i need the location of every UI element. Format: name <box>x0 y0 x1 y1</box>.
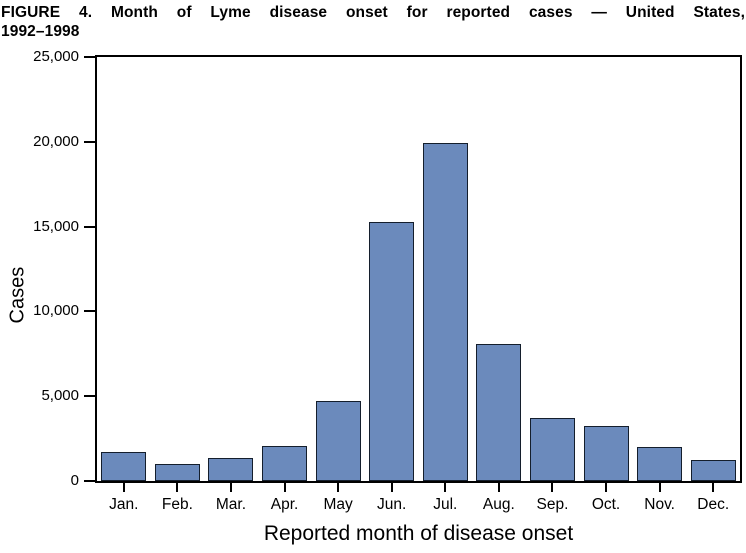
y-tick-mark <box>84 56 95 58</box>
y-tick-label: 0 <box>70 472 79 489</box>
bar-jun <box>369 222 415 481</box>
x-tick-mark <box>283 483 286 492</box>
x-tick-label: Apr. <box>270 496 299 513</box>
x-tick-label: Jan. <box>109 496 139 513</box>
x-tick-label: Sep. <box>536 496 569 513</box>
x-tick-label: Mar. <box>215 496 247 513</box>
x-tick-mark <box>658 483 661 492</box>
x-tick-mark <box>122 483 125 492</box>
figure-title-line2: 1992–1998 <box>1 23 80 40</box>
x-tick-mark <box>712 483 715 492</box>
y-tick-label: 10,000 <box>33 302 79 320</box>
y-tick-mark <box>84 480 95 482</box>
figure-title: FIGURE 4. Month of Lyme disease onset fo… <box>1 3 745 41</box>
x-axis-title: Reported month of disease onset <box>263 522 574 545</box>
bar-may <box>315 401 361 481</box>
x-tick-label: Aug. <box>482 496 515 513</box>
y-tick-label: 25,000 <box>33 48 79 65</box>
bar-series <box>97 57 740 481</box>
y-tick-mark <box>84 140 95 143</box>
x-tick-label: Jul. <box>433 496 458 513</box>
x-tick-label: Oct. <box>591 496 621 513</box>
plot-area <box>95 55 742 483</box>
bar-nov <box>637 447 683 481</box>
y-tick-mark <box>84 310 95 313</box>
y-tick-mark <box>84 395 95 398</box>
x-tick-label: Feb. <box>161 496 193 513</box>
x-tick-label: Jun. <box>377 496 407 513</box>
y-tick-mark <box>84 225 95 228</box>
x-tick-mark <box>444 483 447 492</box>
bar-apr <box>262 446 308 481</box>
x-tick-mark <box>497 483 500 492</box>
bar-oct <box>583 426 629 481</box>
x-tick-label: Nov. <box>644 496 675 513</box>
figure-title-line1: FIGURE 4. Month of Lyme disease onset fo… <box>1 4 745 21</box>
x-tick-mark <box>176 483 179 492</box>
bar-sep <box>529 418 575 481</box>
x-tick-mark <box>551 483 554 492</box>
bar-jul <box>422 143 468 481</box>
bar-dec <box>690 460 736 481</box>
x-tick-mark <box>390 483 393 492</box>
x-tick-mark <box>229 483 232 492</box>
x-tick-mark <box>337 483 340 492</box>
x-tick-mark <box>605 483 608 492</box>
x-tick-label: Dec. <box>697 496 730 513</box>
bar-aug <box>476 344 522 481</box>
bar-mar <box>208 458 254 481</box>
y-tick-label: 15,000 <box>33 217 79 235</box>
x-tick-label: May <box>323 496 353 513</box>
bar-feb <box>154 464 200 481</box>
y-tick-label: 20,000 <box>33 132 79 150</box>
bar-jan <box>101 452 147 481</box>
y-tick-label: 5,000 <box>41 387 79 405</box>
